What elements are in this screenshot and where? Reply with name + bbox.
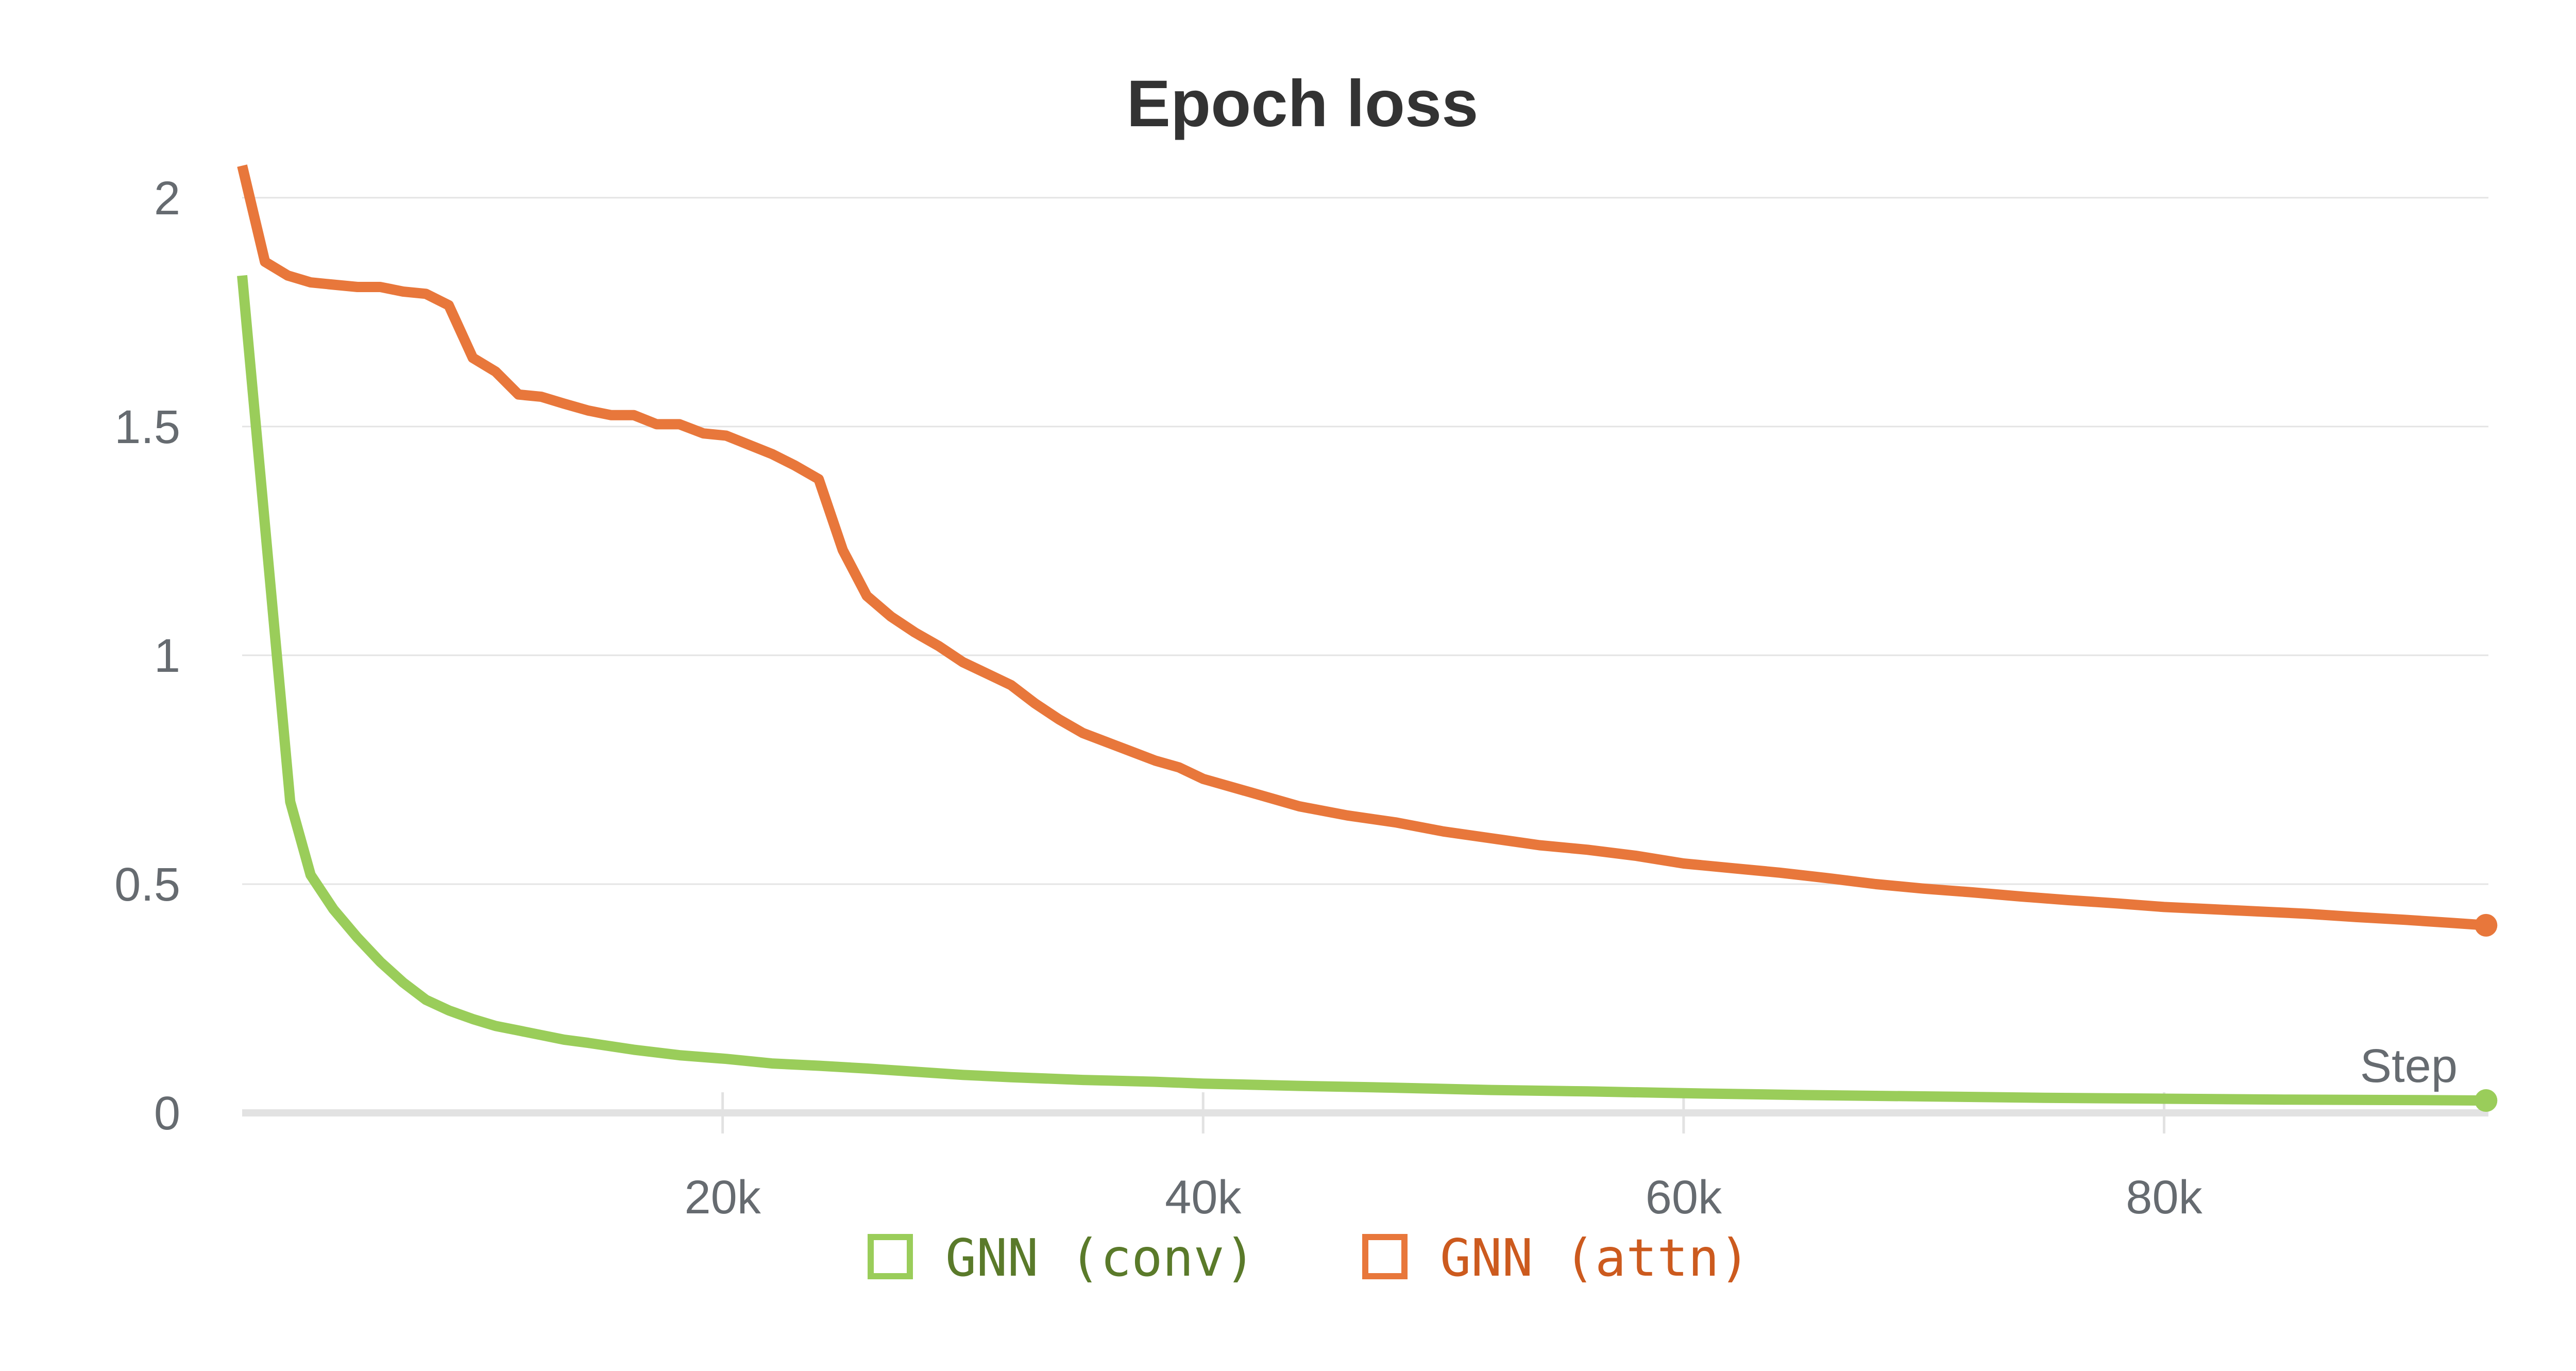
chart-title: Epoch loss xyxy=(1127,67,1479,141)
series-end-point[interactable] xyxy=(2475,1089,2498,1112)
y-tick-label: 1 xyxy=(154,630,180,682)
y-tick-label: 0.5 xyxy=(114,858,180,911)
y-tick-label: 2 xyxy=(154,172,180,225)
x-tick-label: 40k xyxy=(1165,1171,1242,1224)
y-tick-label: 1.5 xyxy=(114,401,180,453)
legend-swatch-icon xyxy=(1362,1234,1408,1279)
legend-label: GNN (conv) xyxy=(945,1228,1256,1288)
x-tick-label: 20k xyxy=(684,1171,761,1224)
axes: 0 0.5 1 1.5 2 20k 40k 60k 80k xyxy=(114,172,2488,1224)
legend-label: GNN (attn) xyxy=(1440,1228,1750,1288)
series-line-gnn-attn[interactable] xyxy=(237,164,2486,930)
legend-swatch-icon xyxy=(868,1234,913,1279)
x-axis-title: Step xyxy=(2360,1040,2458,1092)
legend[interactable]: GNN (conv) GNN (attn) xyxy=(868,1228,1750,1288)
gridlines xyxy=(242,197,2488,885)
series-end-point[interactable] xyxy=(2475,913,2498,937)
series-lines xyxy=(237,164,2498,1112)
legend-item-gnn-attn[interactable]: GNN (attn) xyxy=(1362,1228,1750,1288)
series-line-gnn-conv[interactable] xyxy=(237,275,2486,1106)
legend-item-gnn-conv[interactable]: GNN (conv) xyxy=(868,1228,1256,1288)
x-tick-label: 80k xyxy=(2126,1171,2202,1224)
x-tick-label: 60k xyxy=(1646,1171,1722,1224)
y-tick-label: 0 xyxy=(154,1087,180,1140)
